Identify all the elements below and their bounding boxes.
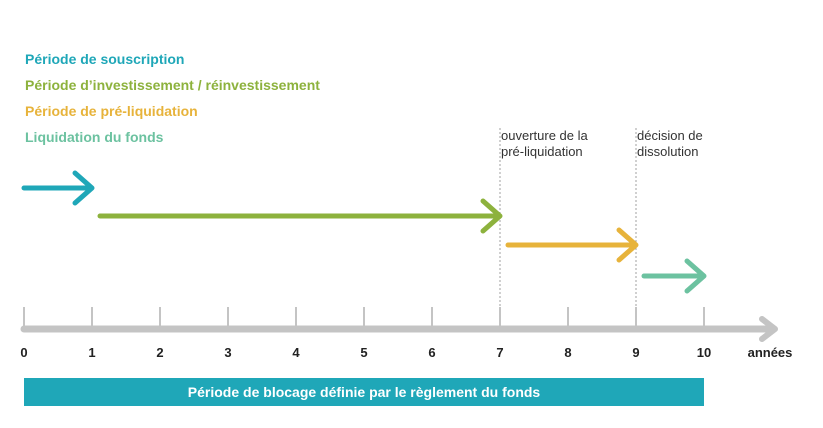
axis-tick-label: 10 — [697, 345, 711, 360]
blocking-period-bar: Période de blocage définie par le règlem… — [24, 378, 704, 406]
annotation-line: décision de — [637, 128, 703, 143]
phase-arrow-head — [684, 258, 707, 294]
axis-tick-label: 3 — [224, 345, 231, 360]
legend-item-investment: Période d’investissement / réinvestissem… — [25, 77, 320, 93]
time-axis-arrowhead — [759, 316, 778, 342]
axis-tick-label: 6 — [428, 345, 435, 360]
legend-item-liquidation: Liquidation du fonds — [25, 129, 164, 145]
legend-item-subscription: Période de souscription — [25, 51, 185, 67]
axis-unit-label: années — [748, 345, 793, 360]
annotation-line: pré-liquidation — [501, 144, 583, 159]
axis-tick-label: 8 — [564, 345, 571, 360]
legend: Période de souscription Période d’invest… — [25, 50, 320, 154]
axis-tick-label: 0 — [20, 345, 27, 360]
annotation-line: ouverture de la — [501, 128, 588, 143]
annotation-line: dissolution — [637, 144, 699, 159]
phase-arrow-head — [480, 198, 503, 234]
axis-tick-label: 4 — [292, 345, 300, 360]
legend-item-pre-liquidation: Période de pré-liquidation — [25, 103, 198, 119]
axis-tick-label: 7 — [496, 345, 503, 360]
phase-arrow-head — [616, 227, 639, 263]
phase-arrow-head — [72, 170, 95, 206]
axis-tick-label: 2 — [156, 345, 163, 360]
annotation-pre-liquidation-opening: ouverture de la pré-liquidation — [501, 128, 588, 160]
axis-tick-label: 9 — [632, 345, 639, 360]
axis-tick-label: 1 — [88, 345, 95, 360]
annotation-dissolution-decision: décision de dissolution — [637, 128, 703, 160]
axis-tick-label: 5 — [360, 345, 367, 360]
